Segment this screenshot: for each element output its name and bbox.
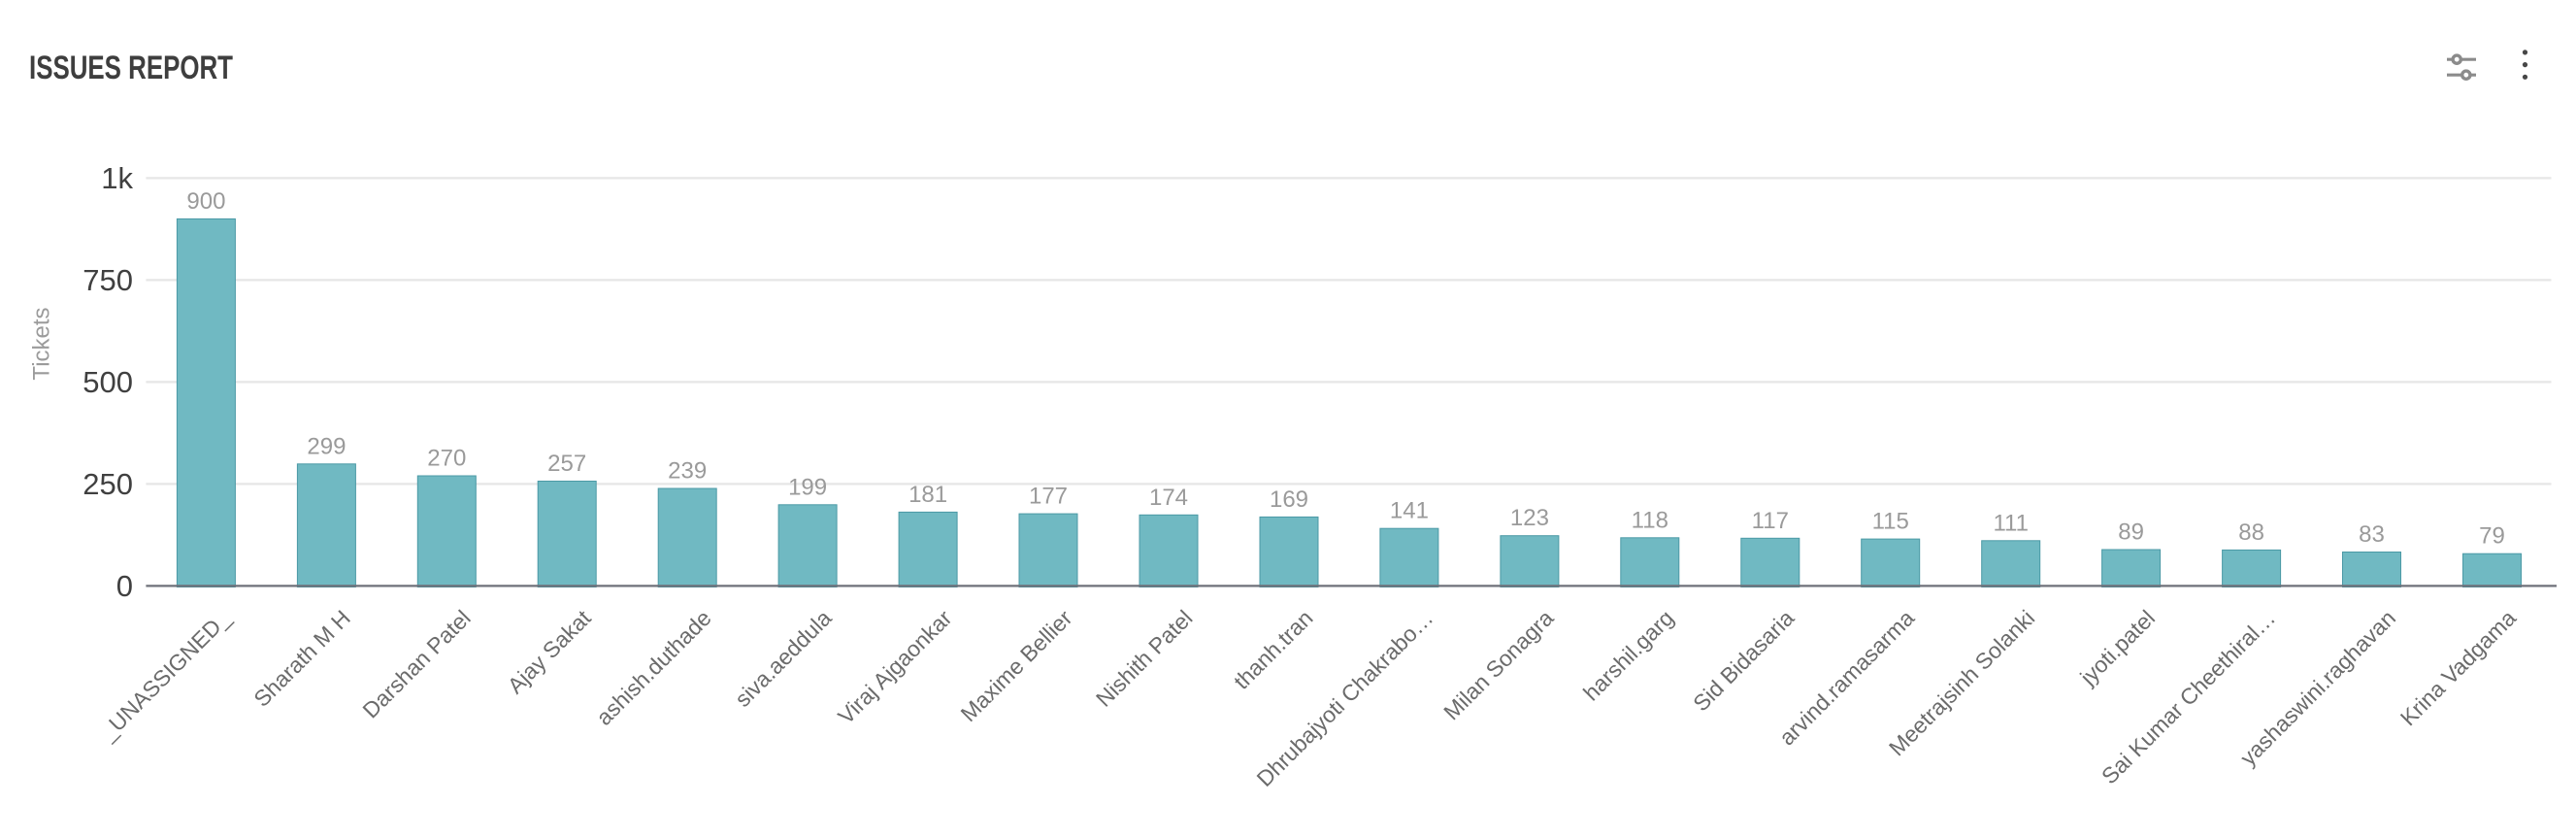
svg-text:1k: 1k [101,161,133,195]
svg-text:0: 0 [116,569,133,603]
svg-text:Tickets: Tickets [29,307,55,380]
svg-text:174: 174 [1149,485,1188,511]
svg-text:89: 89 [2118,520,2144,546]
svg-text:239: 239 [668,458,707,485]
svg-text:900: 900 [186,188,225,215]
svg-text:750: 750 [83,263,133,297]
svg-text:257: 257 [547,451,586,477]
svg-text:177: 177 [1029,484,1068,510]
svg-text:299: 299 [307,433,346,459]
svg-text:88: 88 [2238,520,2264,546]
svg-text:ISSUES REPORT: ISSUES REPORT [29,50,233,86]
svg-text:250: 250 [83,467,133,501]
svg-text:199: 199 [788,474,827,500]
svg-text:181: 181 [908,482,947,508]
svg-text:118: 118 [1632,507,1668,533]
svg-text:79: 79 [2479,523,2505,550]
svg-text:270: 270 [427,446,466,472]
svg-text:111: 111 [1993,510,2028,536]
svg-text:169: 169 [1270,486,1308,513]
svg-text:115: 115 [1872,509,1909,535]
svg-text:83: 83 [2359,521,2385,548]
svg-text:117: 117 [1752,508,1789,534]
svg-text:141: 141 [1390,498,1429,524]
svg-text:123: 123 [1510,505,1549,531]
svg-text:500: 500 [83,365,133,399]
